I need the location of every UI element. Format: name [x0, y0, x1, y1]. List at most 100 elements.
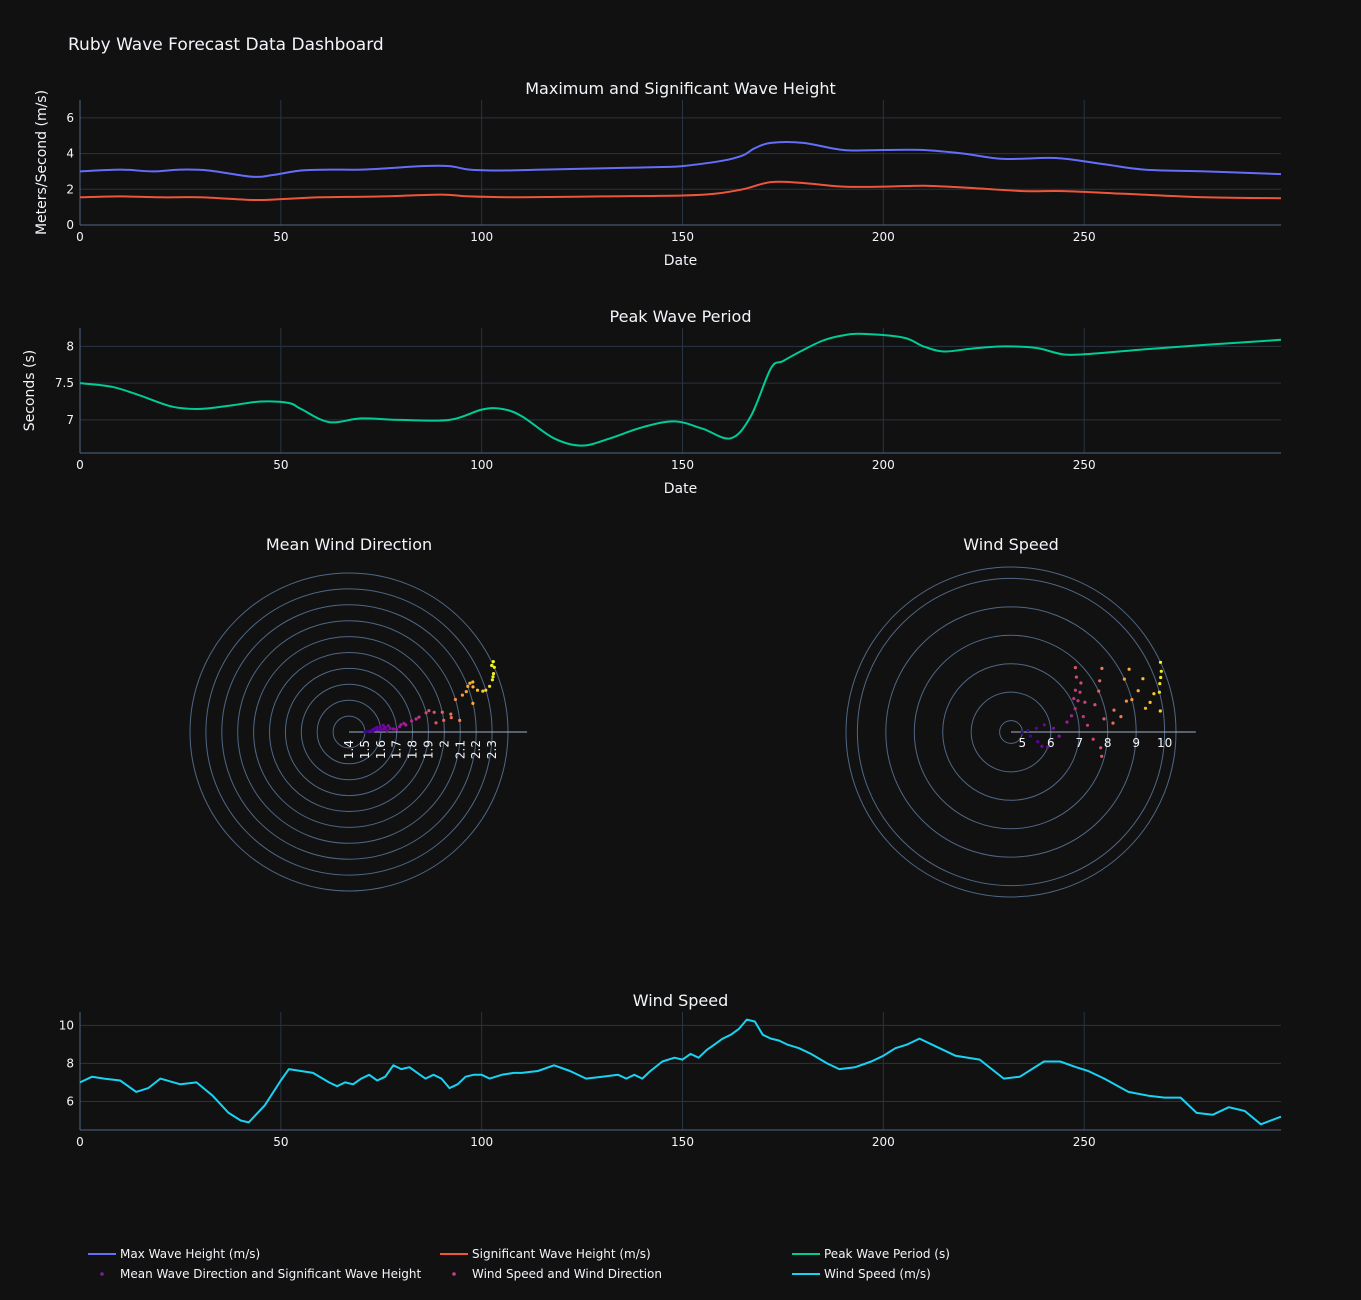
polar-point [1148, 700, 1152, 705]
polar-point [458, 718, 462, 723]
radial-tick-label: 2.2 [469, 740, 483, 759]
radial-tick-label: 8 [1104, 736, 1112, 750]
polar-point [442, 718, 446, 723]
radial-tick-label: 1.4 [342, 740, 356, 759]
polar-point [1136, 689, 1140, 693]
radial-tick-label: 2 [437, 740, 451, 748]
polar-point [1051, 726, 1056, 730]
polar-point [464, 690, 468, 694]
radial-tick-label: 1.9 [422, 740, 436, 759]
polar-point [424, 711, 428, 715]
polar-title: Mean Wind Direction [266, 535, 432, 554]
x-tick-label: 0 [76, 1135, 84, 1149]
polar-point [391, 727, 395, 731]
series-line-wind-speed-m-s- [79, 1018, 1282, 1126]
x-tick-label: 100 [470, 458, 493, 472]
polar-point [1057, 734, 1061, 738]
polar-point [1085, 723, 1090, 727]
polar-point [1028, 734, 1033, 738]
polar-title: Wind Speed [963, 535, 1058, 554]
polar-point [466, 684, 470, 689]
polar-point [410, 719, 414, 723]
polar-point [1124, 699, 1128, 703]
polar-point [1119, 715, 1123, 719]
legend-label-significant-wave-height-m-s: Significant Wave Height (m/s) [472, 1247, 651, 1261]
polar-point [1069, 714, 1074, 718]
radial-tick-label: 2.1 [453, 740, 467, 759]
polar-point [1091, 737, 1095, 741]
polar-point [475, 688, 480, 692]
y-tick-label: 7.5 [55, 376, 74, 390]
panel-wind-speed-polar: Wind Speed 5 6 7 8 9 10 [845, 535, 1196, 898]
polar-point [1100, 754, 1104, 758]
polar-point [1122, 677, 1126, 681]
legend-label-max-wave-height-m-s: Max Wave Height (m/s) [120, 1247, 260, 1261]
polar-point [376, 728, 380, 732]
polar-point [453, 697, 457, 702]
polar-point [1130, 698, 1134, 702]
polar-point [1076, 699, 1080, 703]
dashboard-title: Ruby Wave Forecast Data Dashboard [68, 35, 384, 55]
polar-point [1143, 706, 1148, 710]
polar-point [471, 685, 475, 689]
polar-point [449, 716, 453, 720]
polar-point [490, 678, 494, 682]
polar-point [417, 715, 421, 719]
x-tick-label: 150 [671, 1135, 694, 1149]
polar-point [1026, 728, 1030, 733]
polar-point [1073, 707, 1077, 711]
polar-point [492, 665, 496, 669]
radial-tick-label: 9 [1132, 736, 1140, 750]
polar-point [434, 721, 438, 725]
polar-point [1065, 720, 1069, 724]
polar-point [1152, 692, 1156, 696]
radial-tick-label: 5 [1019, 736, 1027, 750]
polar-point [471, 680, 475, 684]
y-tick-label: 6 [66, 1094, 74, 1108]
panel-peak-wave-period: 0 50 100 150 200 250 7 7.5 8 Peak Wave Period Date… [22, 307, 1282, 497]
x-tick-label: 50 [273, 230, 288, 244]
x-tick-label: 250 [1073, 1135, 1096, 1149]
x-tick-label: 100 [470, 1135, 493, 1149]
legend-label-wind-speed-and-wind-direction: Wind Speed and Wind Direction [472, 1267, 662, 1281]
x-tick-label: 150 [671, 458, 694, 472]
polar-point [488, 684, 492, 688]
polar-point [491, 675, 495, 679]
series-line-max-wave-height-m-s- [79, 141, 1282, 178]
polar-point [1100, 666, 1104, 671]
x-tick-label: 200 [872, 230, 895, 244]
x-tick-label: 50 [273, 1135, 288, 1149]
x-tick-label: 0 [76, 458, 84, 472]
x-tick-label: 150 [671, 230, 694, 244]
polar-point [1040, 744, 1044, 749]
polar-point [1046, 745, 1050, 749]
radial-tick-label: 6 [1047, 736, 1055, 750]
polar-point [1034, 726, 1038, 731]
polar-point [1098, 679, 1102, 683]
polar-point [395, 727, 399, 732]
x-axis-title: Date [664, 481, 697, 497]
polar-point [1159, 669, 1163, 673]
polar-point [1020, 731, 1024, 735]
polar-point [1112, 708, 1116, 712]
radial-tick-label: 7 [1075, 736, 1083, 750]
polar-point [1073, 666, 1077, 670]
polar-point [432, 710, 436, 714]
y-axis-title: Seconds (s) [22, 350, 38, 431]
polar-point [1158, 660, 1163, 664]
legend-label-wind-speed-m-s: Wind Speed (m/s) [824, 1267, 931, 1281]
polar-point [375, 725, 379, 729]
radial-tick-label: 2.3 [485, 740, 499, 759]
polar-point [404, 723, 408, 727]
polar-point [484, 688, 488, 692]
polar-point [1159, 675, 1163, 680]
polar-point [1093, 703, 1097, 707]
x-tick-label: 0 [76, 230, 84, 244]
panel-wind-speed-line: 0 50 100 150 200 250 6 8 10 Wind Speed [59, 991, 1282, 1149]
polar-point [382, 727, 386, 731]
radial-tick-label: 1.6 [374, 740, 388, 759]
polar-point [1074, 675, 1078, 679]
polar-point [388, 726, 392, 731]
radial-tick-label: 1.5 [358, 740, 372, 759]
polar-point [491, 672, 496, 676]
